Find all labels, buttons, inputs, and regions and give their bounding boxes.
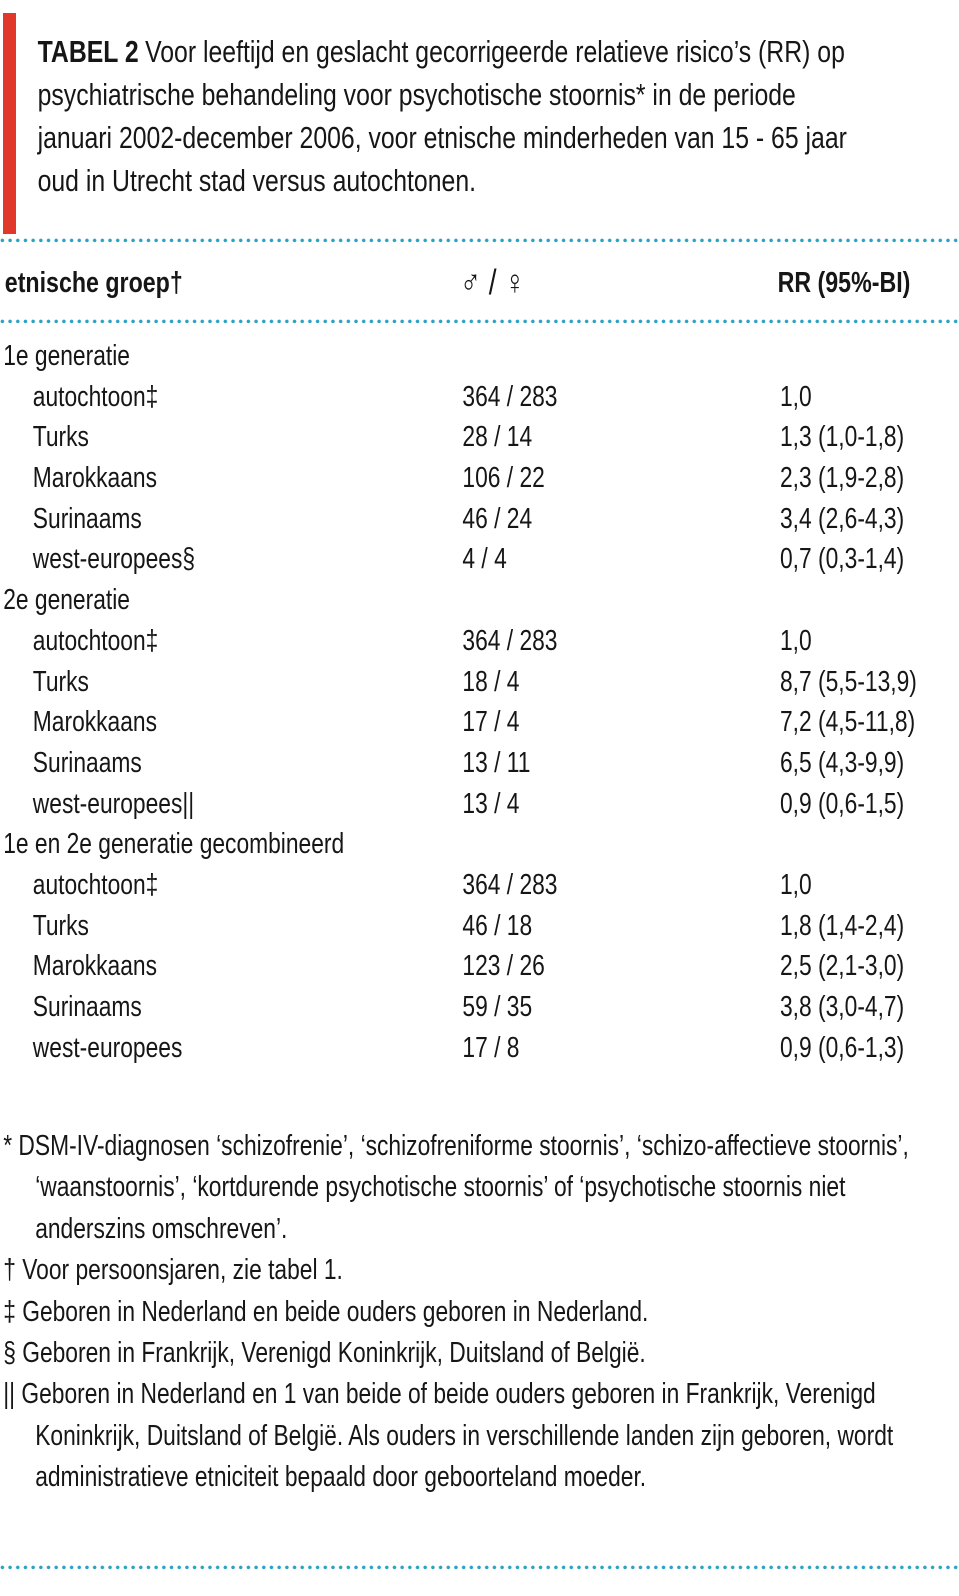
ethnic-group-cell: Marokkaans xyxy=(32,706,157,739)
footnote: * DSM-IV-diagnosen ‘schizofrenie’, ‘schi… xyxy=(3,1130,909,1245)
dotted-divider-bottom xyxy=(0,1565,959,1570)
table-row: west-europees§ 4 / 4 0,7 (0,3-1,4) xyxy=(0,539,959,580)
table-row: Marokkaans 123 / 26 2,5 (2,1-3,0) xyxy=(0,946,959,987)
table-row: autochtoon‡ 364 / 283 1,0 xyxy=(0,621,959,662)
table-row: Turks 28 / 14 1,3 (1,0-1,8) xyxy=(0,417,959,458)
table-caption-text: Voor leeftijd en geslacht gecorrigeerde … xyxy=(37,34,847,198)
section-header-row: 1e en 2e generatie gecombineerd xyxy=(0,824,959,865)
relative-risk-cell: 1,0 xyxy=(780,624,812,657)
section-header-row: 1e generatie xyxy=(0,336,959,377)
table-row: Marokkaans 17 / 4 7,2 (4,5-11,8) xyxy=(0,702,959,743)
footnote: || Geboren in Nederland en 1 van beide o… xyxy=(3,1378,894,1494)
section-header-row: 2e generatie xyxy=(0,580,959,621)
footnote: † Voor persoonsjaren, zie tabel 1. xyxy=(3,1254,343,1287)
relative-risk-cell: 1,3 (1,0-1,8) xyxy=(780,421,905,454)
ethnic-group-cell: Marokkaans xyxy=(32,462,157,495)
male-female-count-cell: 4 / 4 xyxy=(462,543,507,576)
relative-risk-cell: 3,4 (2,6-4,3) xyxy=(780,502,905,535)
relative-risk-cell: 2,5 (2,1-3,0) xyxy=(780,950,905,983)
ethnic-group-cell: Surinaams xyxy=(32,502,142,535)
column-header-male-female-icon: ♂ / ♀ xyxy=(460,263,526,302)
footnote: ‡ Geboren in Nederland en beide ouders g… xyxy=(3,1295,649,1328)
ethnic-group-cell: autochtoon‡ xyxy=(32,380,159,413)
table-row: Surinaams 59 / 35 3,8 (3,0-4,7) xyxy=(0,987,959,1028)
ethnic-group-cell: west-europees|| xyxy=(32,787,195,820)
table-row: autochtoon‡ 364 / 283 1,0 xyxy=(0,865,959,906)
relative-risk-cell: 0,9 (0,6-1,5) xyxy=(780,787,905,820)
relative-risk-cell: 1,0 xyxy=(780,380,812,413)
column-header-relative-risk: RR (95%-BI) xyxy=(777,267,911,299)
table-number-label: TABEL 2 xyxy=(37,34,139,69)
section-header-label: 1e en 2e generatie gecombineerd xyxy=(3,828,345,861)
relative-risk-cell: 0,9 (0,6-1,3) xyxy=(780,1031,905,1064)
table-row: Surinaams 46 / 24 3,4 (2,6-4,3) xyxy=(0,499,959,540)
male-female-count-cell: 46 / 24 xyxy=(462,502,533,535)
ethnic-group-cell: Turks xyxy=(32,421,89,454)
male-female-count-cell: 123 / 26 xyxy=(462,950,545,983)
relative-risk-cell: 8,7 (5,5-13,9) xyxy=(780,665,917,698)
relative-risk-cell: 1,0 xyxy=(780,868,812,901)
ethnic-group-cell: autochtoon‡ xyxy=(32,624,159,657)
section-header-label: 2e generatie xyxy=(3,584,130,617)
table-row: Marokkaans 106 / 22 2,3 (1,9-2,8) xyxy=(0,458,959,499)
dotted-divider-header xyxy=(0,319,959,324)
relative-risk-cell: 7,2 (4,5-11,8) xyxy=(780,706,916,739)
male-female-count-cell: 13 / 11 xyxy=(462,746,531,779)
table-body: 1e generatie autochtoon‡ 364 / 283 1,0 Turks… xyxy=(0,336,959,1068)
table-row: Surinaams 13 / 11 6,5 (4,3-9,9) xyxy=(0,743,959,784)
male-female-count-cell: 106 / 22 xyxy=(462,462,545,495)
male-female-count-cell: 364 / 283 xyxy=(462,624,558,657)
footnotes: * DSM-IV-diagnosen ‘schizofrenie’, ‘schi… xyxy=(3,1126,927,1499)
male-female-count-cell: 13 / 4 xyxy=(462,787,520,820)
ethnic-group-cell: Turks xyxy=(32,665,89,698)
column-header-ethnic-group: etnische groep† xyxy=(4,267,183,299)
relative-risk-cell: 0,7 (0,3-1,4) xyxy=(780,543,905,576)
male-female-count-cell: 59 / 35 xyxy=(462,991,533,1023)
male-female-count-cell: 364 / 283 xyxy=(462,868,558,901)
dotted-divider-top xyxy=(0,238,959,243)
ethnic-group-cell: Surinaams xyxy=(32,746,142,779)
ethnic-group-cell: Marokkaans xyxy=(32,950,157,983)
male-female-count-cell: 17 / 8 xyxy=(462,1031,520,1064)
table-row: Turks 18 / 4 8,7 (5,5-13,9) xyxy=(0,662,959,703)
ethnic-group-cell: west-europees§ xyxy=(32,543,196,576)
male-female-count-cell: 18 / 4 xyxy=(462,665,520,698)
male-female-count-cell: 28 / 14 xyxy=(462,421,533,454)
relative-risk-cell: 1,8 (1,4-2,4) xyxy=(780,909,905,942)
table-header-row: etnische groep† ♂ / ♀ RR (95%-BI) xyxy=(0,258,959,308)
ethnic-group-cell: west-europees xyxy=(32,1031,183,1064)
table-row: west-europees 17 / 8 0,9 (0,6-1,3) xyxy=(0,1028,959,1069)
section-header-label: 1e generatie xyxy=(3,340,130,372)
relative-risk-cell: 6,5 (4,3-9,9) xyxy=(780,746,905,779)
ethnic-group-cell: Surinaams xyxy=(32,991,142,1023)
footnote: § Geboren in Frankrijk, Verenigd Koninkr… xyxy=(3,1337,646,1370)
ethnic-group-cell: autochtoon‡ xyxy=(32,868,159,901)
table-caption: TABEL 2 Voor leeftijd en geslacht gecorri… xyxy=(38,30,870,202)
relative-risk-cell: 3,8 (3,0-4,7) xyxy=(780,991,905,1023)
male-female-count-cell: 364 / 283 xyxy=(462,380,558,413)
relative-risk-cell: 2,3 (1,9-2,8) xyxy=(780,462,905,495)
male-female-count-cell: 46 / 18 xyxy=(462,909,533,942)
male-female-count-cell: 17 / 4 xyxy=(462,706,520,739)
red-accent-bar xyxy=(3,13,16,234)
table-row: Turks 46 / 18 1,8 (1,4-2,4) xyxy=(0,906,959,947)
ethnic-group-cell: Turks xyxy=(32,909,89,942)
table-row: west-europees|| 13 / 4 0,9 (0,6-1,5) xyxy=(0,784,959,825)
table-row: autochtoon‡ 364 / 283 1,0 xyxy=(0,377,959,418)
